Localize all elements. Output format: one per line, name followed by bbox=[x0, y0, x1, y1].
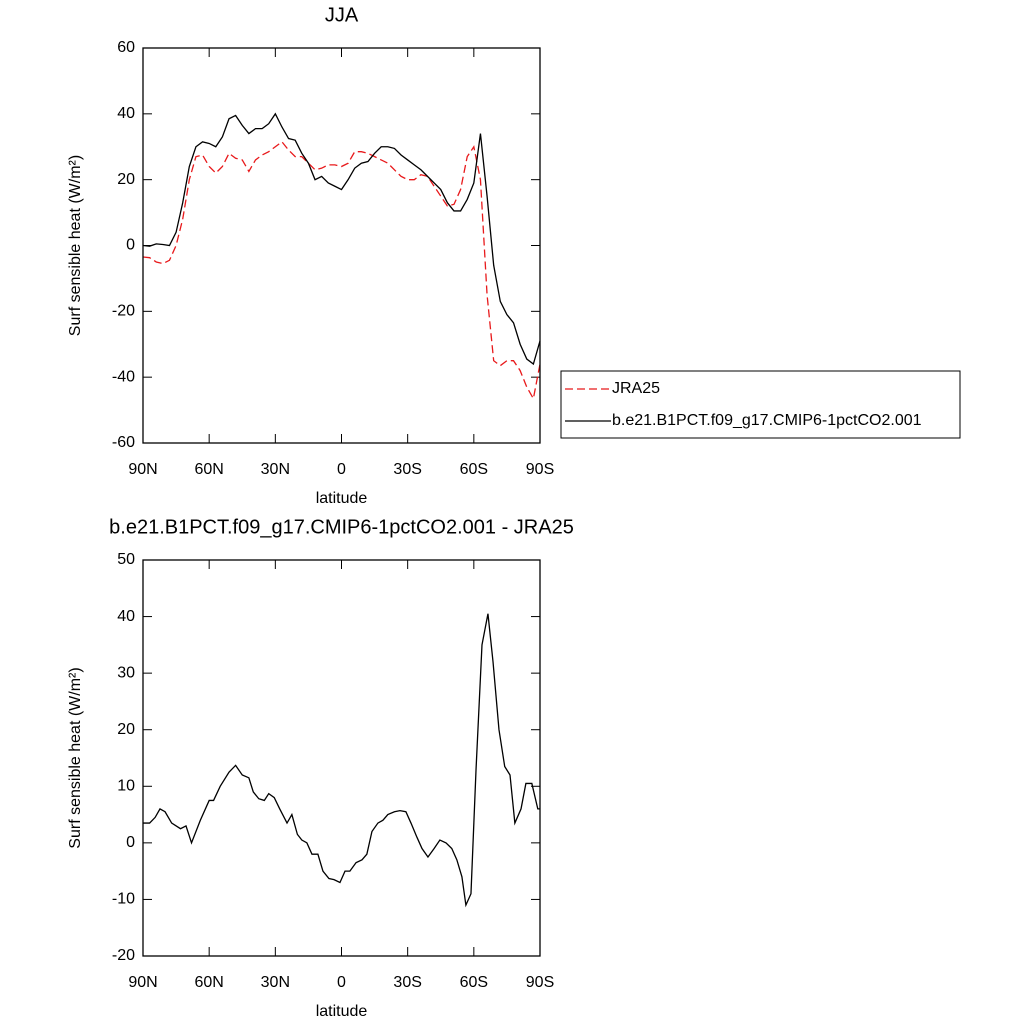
legend: JRA25 b.e21.B1PCT.f09_g17.CMIP6-1pctCO2.0… bbox=[560, 370, 961, 439]
y-tick-label: -20 bbox=[112, 303, 135, 320]
data-line bbox=[142, 140, 541, 401]
x-tick-label: 60S bbox=[460, 974, 488, 991]
y-tick-label: -60 bbox=[112, 434, 135, 451]
x-tick-label: 0 bbox=[337, 974, 346, 991]
x-tick-label: 30S bbox=[393, 461, 421, 478]
data-line bbox=[143, 613, 540, 908]
y-tick-label: 10 bbox=[117, 778, 135, 795]
x-tick-label: 90S bbox=[526, 974, 554, 991]
x-tick-label: 30N bbox=[261, 461, 290, 478]
data-line bbox=[142, 112, 541, 366]
y-tick-label: 40 bbox=[117, 608, 135, 625]
y-tick-label: 20 bbox=[117, 171, 135, 188]
x-axis-label: latitude bbox=[316, 1003, 368, 1020]
y-tick-label: -10 bbox=[112, 891, 135, 908]
chart-title: b.e21.B1PCT.f09_g17.CMIP6-1pctCO2.001 - … bbox=[109, 516, 574, 538]
y-tick-label: 0 bbox=[126, 834, 135, 851]
y-tick-label: 40 bbox=[117, 105, 135, 122]
y-tick-label: -20 bbox=[112, 947, 135, 964]
legend-label: b.e21.B1PCT.f09_g17.CMIP6-1pctCO2.001 bbox=[612, 412, 922, 429]
y-tick-label: 30 bbox=[117, 664, 135, 681]
y-tick-label: 0 bbox=[126, 237, 135, 254]
y-tick-label: -40 bbox=[112, 368, 135, 385]
y-axis-label: Surf sensible heat (W/m²) bbox=[67, 155, 84, 336]
y-axis-label: Surf sensible heat (W/m²) bbox=[67, 667, 84, 848]
x-tick-label: 0 bbox=[337, 461, 346, 478]
y-tick-label: 20 bbox=[117, 721, 135, 738]
plot-frame bbox=[142, 559, 541, 957]
x-tick-label: 60N bbox=[194, 461, 223, 478]
x-tick-label: 90S bbox=[526, 461, 554, 478]
x-tick-label: 90N bbox=[128, 974, 157, 991]
chart-title: JJA bbox=[325, 4, 359, 26]
y-tick-label: 50 bbox=[117, 551, 135, 568]
x-tick-label: 60S bbox=[460, 461, 488, 478]
x-tick-label: 90N bbox=[128, 461, 157, 478]
x-tick-label: 30N bbox=[261, 974, 290, 991]
x-tick-label: 60N bbox=[194, 974, 223, 991]
legend-box bbox=[560, 370, 961, 439]
legend-label: JRA25 bbox=[612, 380, 660, 397]
y-tick-label: 60 bbox=[117, 39, 135, 56]
x-tick-label: 30S bbox=[393, 974, 421, 991]
plot-frame bbox=[142, 47, 541, 444]
x-axis-label: latitude bbox=[316, 490, 368, 507]
